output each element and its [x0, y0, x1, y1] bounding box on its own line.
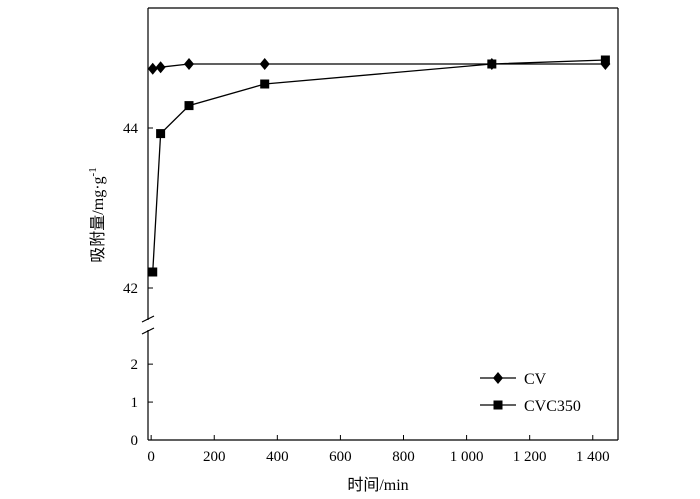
legend-marker-cv: [493, 372, 503, 384]
data-point-cv: [184, 58, 195, 70]
data-point-cvc350: [156, 129, 166, 139]
data-point-cvc350: [184, 101, 194, 111]
legend-label-cvc350: CVC350: [524, 398, 581, 415]
axis-break-mark: [141, 327, 155, 335]
y-axis-label-superscript: -1: [87, 167, 99, 176]
y-axis-label: 吸附量/mg·g-1: [87, 167, 107, 262]
axis-ticks: 0 200 400 600 800 1 000 1 200 1 400 42 44 0 1 2: [123, 121, 610, 465]
series-layer: [147, 55, 611, 277]
y-tick-label: 42: [123, 281, 138, 297]
y-tick-label: 0: [131, 433, 139, 449]
data-point-cv: [147, 62, 158, 75]
y-tick-label: 2: [131, 357, 139, 373]
x-tick-label: 400: [266, 449, 289, 465]
legend: CV CVC350: [480, 371, 581, 415]
x-tick-label: 600: [329, 449, 352, 465]
data-point-cvc350: [487, 59, 497, 69]
x-tick-label: 200: [203, 449, 226, 465]
legend-label-cv: CV: [524, 371, 547, 388]
axis-break-mark: [141, 315, 155, 323]
x-tick-label: 1 200: [513, 449, 547, 465]
y-tick-label: 1: [131, 395, 139, 411]
y-axis-label-group: 吸附量/mg·g-1: [87, 167, 107, 262]
plot-area: [141, 7, 619, 441]
data-point-cvc350: [600, 55, 610, 65]
y-tick-label: 44: [123, 121, 139, 137]
x-tick-label: 0: [147, 449, 155, 465]
data-point-cvc350: [148, 267, 158, 277]
legend-marker-cvc350: [493, 400, 503, 410]
x-tick-label: 1 000: [450, 449, 484, 465]
series-line-cvc350: [152, 59, 606, 273]
series-line-cv: [152, 63, 606, 70]
data-point-cv: [155, 61, 166, 74]
data-point-cv: [259, 58, 270, 70]
x-tick-label: 1 400: [576, 449, 610, 465]
data-point-cvc350: [260, 79, 270, 89]
x-axis-label: 时间/min: [347, 476, 408, 494]
x-tick-label: 800: [392, 449, 415, 465]
